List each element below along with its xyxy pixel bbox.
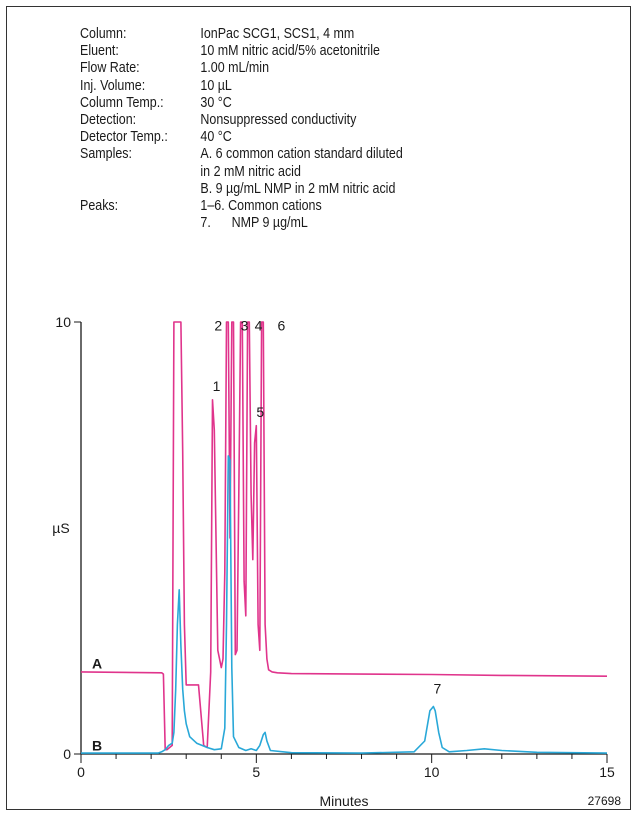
condition-label: Eluent:: [80, 43, 119, 60]
trace-label-b: B: [92, 737, 102, 753]
y-axis-title: µS: [52, 520, 69, 536]
condition-value: B. 9 µg/mL NMP in 2 mM nitric acid: [200, 180, 396, 197]
chart-axes: [80, 322, 607, 755]
condition-value: Nonsuppressed conductivity: [200, 111, 357, 128]
condition-value: A. 6 common cation standard diluted: [200, 146, 403, 163]
trace-a: [80, 321, 608, 751]
x-tick-label: 10: [424, 764, 440, 780]
condition-label: Detection:: [80, 111, 137, 128]
y-tick-label: 0: [63, 746, 71, 762]
condition-label: Column Temp.:: [80, 94, 164, 111]
peak-label-3: 3: [241, 318, 249, 334]
traces: A B 1 2 3 4 5 6 7: [80, 318, 608, 754]
x-tick-label: 15: [599, 764, 615, 780]
condition-value: IonPac SCG1, SCS1, 4 mm: [200, 26, 355, 42]
x-axis-title: Minutes: [319, 793, 368, 809]
peak-label-1: 1: [213, 378, 221, 394]
condition-label: Detector Temp.:: [80, 129, 168, 146]
condition-label: Peaks:: [80, 197, 119, 214]
condition-value: 40 °C: [200, 129, 232, 146]
figure-id: 27698: [588, 794, 622, 808]
condition-value: 10 mM nitric acid/5% acetonitrile: [200, 43, 380, 60]
condition-value: 1.00 mL/min: [200, 60, 270, 77]
condition-label: Samples:: [80, 146, 132, 163]
peak-label-2: 2: [214, 318, 222, 334]
x-tick-label: 5: [252, 764, 260, 780]
peak-label-6: 6: [277, 318, 285, 334]
condition-label: Flow Rate:: [80, 60, 140, 77]
trace-b: [81, 455, 608, 754]
x-tick-label: 0: [77, 764, 85, 780]
condition-value: 10 µL: [200, 77, 232, 94]
condition-value: in 2 mM nitric acid: [200, 163, 301, 180]
condition-value: 1–6. Common cations: [200, 197, 322, 214]
trace-label-a: A: [92, 655, 102, 671]
condition-value: 30 °C: [200, 94, 232, 111]
condition-label: Inj. Volume:: [80, 77, 146, 94]
peak-label-4: 4: [255, 318, 263, 334]
figure-frame: [6, 6, 631, 810]
condition-label: Column:: [80, 26, 127, 42]
condition-value: 7. NMP 9 µg/mL: [200, 215, 308, 232]
peak-label-7: 7: [434, 681, 442, 697]
chart-labels: µS Minutes 27698: [52, 520, 621, 809]
peak-label-5: 5: [256, 404, 264, 420]
y-tick-label: 10: [55, 314, 71, 330]
